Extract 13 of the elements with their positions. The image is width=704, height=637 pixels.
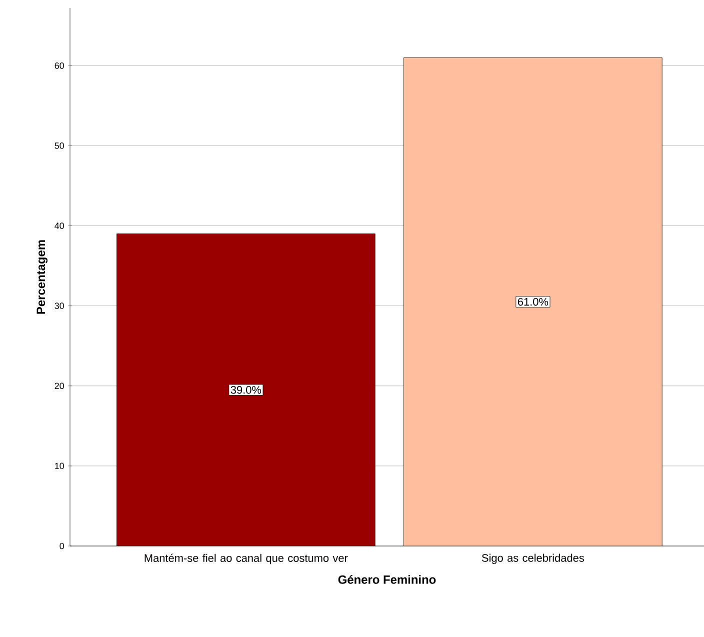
y-tick-label: 20 [54,382,64,390]
x-tick-label: Sigo as celebridades [482,554,584,564]
y-tick-label: 60 [54,62,64,69]
data-label: 61.0% [518,298,548,306]
y-tick-label: 10 [55,462,64,470]
data-label: 39.0% [230,386,262,394]
y-tick-label: 0 [60,542,64,550]
y-tick-label: 40 [54,222,64,229]
y-axis-title: Percentagem [36,240,48,314]
x-axis-title: Género Feminino [338,574,436,584]
y-tick-label: 50 [54,142,64,149]
x-tick-label: Mantém-se fiel ao canal que costumo ver [144,554,348,564]
y-tick-label: 30 [54,302,64,309]
